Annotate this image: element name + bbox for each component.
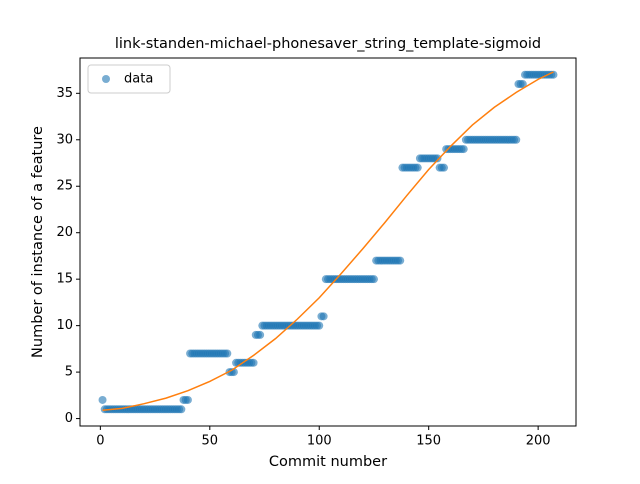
data-point [549, 70, 558, 79]
y-tick-label: 10 [56, 318, 73, 333]
data-point [315, 321, 324, 330]
data-point [413, 163, 422, 172]
data-point [98, 395, 107, 404]
y-tick-label: 5 [65, 365, 73, 380]
y-axis-label: Number of instance of a feature [30, 126, 46, 358]
chart-title: link-standen-michael-phonesaver_string_t… [115, 36, 541, 52]
x-axis-label: Commit number [269, 454, 387, 470]
data-point [369, 275, 378, 284]
y-tick-label: 0 [65, 411, 73, 426]
y-tick-label: 25 [56, 179, 73, 194]
x-tick-label: 0 [96, 434, 104, 449]
legend-label: data [124, 72, 153, 87]
data-point [518, 80, 527, 89]
y-tick-label: 20 [56, 225, 73, 240]
data-point [459, 145, 468, 154]
data-point [256, 330, 265, 339]
data-point [249, 358, 258, 367]
data-point [319, 312, 328, 321]
plot-frame [79, 57, 577, 427]
y-tick-label: 30 [56, 132, 73, 147]
data-point [512, 135, 521, 144]
x-tick-label: 200 [526, 434, 551, 449]
fit-line [102, 71, 554, 411]
data-point [183, 395, 192, 404]
x-tick-label: 50 [202, 434, 219, 449]
legend-box [87, 64, 171, 94]
x-tick-label: 150 [416, 434, 441, 449]
legend-marker [102, 75, 110, 83]
x-tick-label: 100 [307, 434, 332, 449]
data-point [440, 163, 449, 172]
data-point [223, 349, 232, 358]
data-point [433, 154, 442, 163]
y-tick-label: 15 [56, 272, 73, 287]
data-point [177, 405, 186, 414]
data-point [396, 256, 405, 265]
y-tick-label: 35 [56, 86, 73, 101]
